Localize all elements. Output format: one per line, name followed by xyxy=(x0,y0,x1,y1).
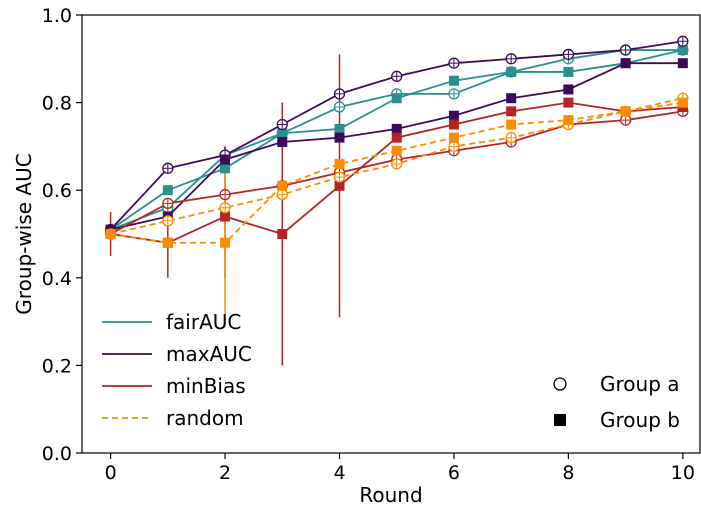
x-axis-ticks: 0 2 4 6 8 10 xyxy=(105,453,695,484)
data-point-maxauc-group-b xyxy=(220,154,231,165)
y-tick-label: 0.4 xyxy=(42,268,72,290)
legend-marker-group-a xyxy=(553,377,567,391)
legend-groups: Group a Group b xyxy=(553,372,680,432)
y-tick-label: 1.0 xyxy=(42,5,72,27)
series-markers xyxy=(104,35,689,248)
data-point-fairauc-group-b xyxy=(334,123,345,134)
data-point-fairauc-group-b xyxy=(391,93,402,104)
data-point-random-group-b xyxy=(620,106,631,117)
data-point-random-group-b xyxy=(162,237,173,248)
y-axis-label: Group-wise AUC xyxy=(12,153,36,314)
data-point-random-group-b xyxy=(448,132,459,143)
x-tick-label: 4 xyxy=(333,462,345,484)
legend-label-random: random xyxy=(166,406,244,430)
data-point-fairauc-group-b xyxy=(506,66,517,77)
x-axis-label: Round xyxy=(359,483,422,506)
data-point-random-group-b xyxy=(563,115,574,126)
data-point-minbias-group-b xyxy=(506,106,517,117)
data-point-maxauc-group-b xyxy=(391,123,402,134)
data-point-maxauc-group-b xyxy=(620,58,631,69)
legend-label-fairauc: fairAUC xyxy=(166,310,241,334)
data-point-random-group-b xyxy=(391,145,402,156)
data-point-random-group-b xyxy=(277,180,288,191)
series-line-random-group-b xyxy=(110,101,683,244)
data-point-minbias-group-b xyxy=(391,132,402,143)
data-point-random-group-b xyxy=(334,158,345,169)
y-tick-label: 0.6 xyxy=(42,180,72,202)
series-line-minbias-group-b xyxy=(110,101,683,244)
data-point-fairauc-group-b xyxy=(277,128,288,139)
legend-methods: fairAUC maxAUC minBias random xyxy=(102,310,252,430)
data-point-random-group-b xyxy=(220,237,231,248)
data-point-minbias-group-b xyxy=(334,180,345,191)
data-point-minbias-group-b xyxy=(277,229,288,239)
data-point-maxauc-group-b xyxy=(334,132,345,143)
x-tick-label: 8 xyxy=(562,462,574,484)
data-point-maxauc-group-b xyxy=(563,84,574,95)
data-point-minbias-group-b xyxy=(220,211,231,222)
data-point-fairauc-group-b xyxy=(677,45,688,56)
y-axis-ticks: 0.0 0.2 0.4 0.6 0.8 1.0 xyxy=(42,5,82,465)
x-tick-label: 0 xyxy=(105,462,117,484)
data-point-maxauc-group-b xyxy=(677,58,688,69)
y-tick-label: 0.8 xyxy=(42,93,72,115)
data-point-fairauc-group-b xyxy=(448,75,459,86)
plot-frame xyxy=(81,14,701,454)
data-point-random-group-b xyxy=(105,229,116,239)
data-point-maxauc-group-b xyxy=(277,137,288,148)
data-point-minbias-group-b xyxy=(448,119,459,130)
x-tick-label: 10 xyxy=(671,462,695,484)
data-point-fairauc-group-b xyxy=(220,163,231,174)
data-point-fairauc-group-b xyxy=(162,185,173,196)
x-tick-label: 2 xyxy=(219,462,231,484)
legend-label-group-a: Group a xyxy=(600,372,680,396)
x-tick-label: 6 xyxy=(448,462,460,484)
data-point-maxauc-group-b xyxy=(506,93,517,104)
legend-label-group-b: Group b xyxy=(600,408,680,432)
data-point-fairauc-group-b xyxy=(563,66,574,77)
y-tick-label: 0.0 xyxy=(42,443,72,465)
y-tick-label: 0.2 xyxy=(42,355,72,377)
legend-marker-group-b xyxy=(554,414,566,426)
legend-label-minbias: minBias xyxy=(166,374,246,398)
data-point-random-group-b xyxy=(506,119,517,130)
data-point-minbias-group-b xyxy=(563,97,574,108)
legend-label-maxauc: maxAUC xyxy=(166,342,252,366)
data-point-random-group-b xyxy=(677,97,688,108)
data-point-maxauc-group-b xyxy=(448,110,459,121)
